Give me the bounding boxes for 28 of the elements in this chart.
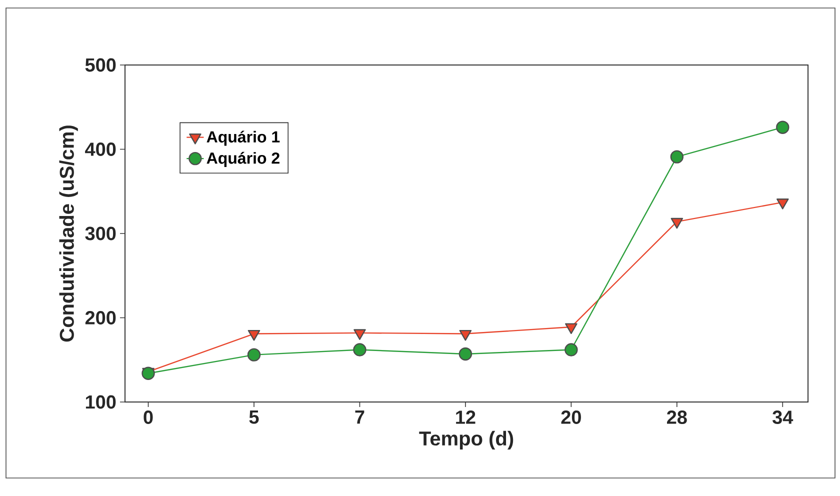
point	[670, 218, 684, 229]
x-tick-label: 20	[561, 410, 581, 424]
point	[459, 330, 472, 341]
x-tick-label: 28	[667, 410, 687, 424]
y-tick-label: 100	[86, 395, 116, 409]
point	[247, 348, 261, 362]
x-tick-label: 34	[772, 410, 794, 424]
y-tick-label: 400	[85, 142, 116, 156]
point	[353, 343, 366, 356]
point	[458, 347, 472, 361]
y-axis-title: Condutividade (uS/cm)	[59, 126, 78, 342]
y-tick-label: 500	[85, 58, 116, 72]
x-tick-label: 12	[456, 410, 476, 424]
point	[248, 330, 260, 341]
legend-label: Aquário 1	[206, 130, 280, 146]
x-axis-title: Tempo (d)	[419, 430, 514, 450]
point	[564, 343, 578, 356]
x-tick-label: 7	[355, 410, 364, 424]
y-tick-label: 200	[85, 311, 116, 324]
point	[670, 150, 684, 164]
point	[776, 120, 790, 134]
point	[354, 329, 366, 340]
x-tick-label: 0	[144, 410, 153, 424]
point	[776, 198, 789, 210]
point	[565, 323, 578, 334]
legend-label: Aquário 2	[206, 152, 280, 167]
x-tick-label: 5	[249, 410, 259, 424]
y-tick-label: 300	[85, 226, 116, 240]
